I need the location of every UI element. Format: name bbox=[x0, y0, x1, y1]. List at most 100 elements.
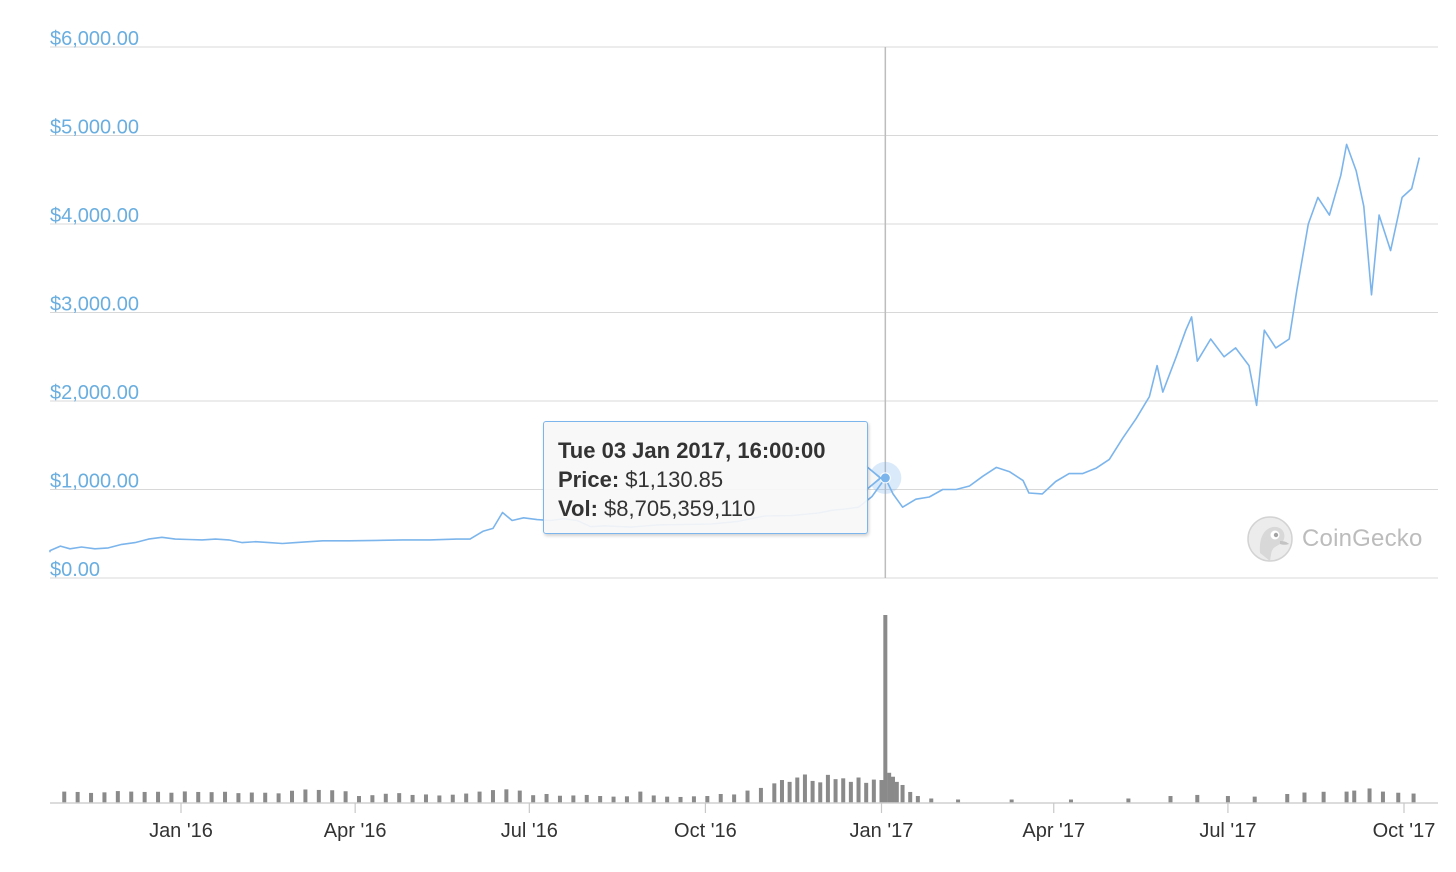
chart-tooltip: Tue 03 Jan 2017, 16:00:00 Price: $1,130.… bbox=[543, 421, 868, 534]
volume-bar bbox=[477, 791, 482, 803]
volume-bar bbox=[89, 792, 94, 803]
volume-bar bbox=[1285, 793, 1290, 803]
volume-bar bbox=[290, 790, 295, 803]
volume-bar bbox=[795, 777, 800, 803]
volume-bar bbox=[557, 795, 562, 803]
volume-bar bbox=[142, 791, 147, 803]
volume-bar bbox=[276, 793, 281, 803]
volume-bar bbox=[651, 795, 656, 803]
volume-bar bbox=[887, 772, 892, 803]
y-tick-label: $0.00 bbox=[50, 559, 100, 581]
price-axis-labels: $0.00 $1,000.00 $2,000.00 $3,000.00 $4,000.0… bbox=[50, 28, 139, 581]
volume-bar bbox=[833, 779, 838, 803]
volume-bar bbox=[1321, 791, 1326, 803]
volume-bar bbox=[691, 796, 696, 803]
volume-bar bbox=[1411, 793, 1416, 803]
x-tick-label: Jan '17 bbox=[850, 820, 914, 842]
volume-bar bbox=[915, 796, 920, 803]
x-tick-label: Oct '17 bbox=[1373, 820, 1436, 842]
volume-bar bbox=[779, 780, 784, 803]
tooltip-volume-row: Vol: $8,705,359,110 bbox=[558, 494, 853, 523]
volume-bar bbox=[883, 615, 888, 803]
tooltip-caret-fill bbox=[866, 467, 879, 489]
volume-bar bbox=[732, 794, 737, 803]
volume-bar bbox=[598, 796, 603, 803]
volume-bar bbox=[169, 792, 174, 803]
volume-bar bbox=[490, 790, 495, 803]
volume-bar bbox=[638, 791, 643, 803]
volume-bar bbox=[102, 792, 107, 803]
volume-bar bbox=[410, 794, 415, 803]
volume-bar bbox=[1367, 788, 1372, 803]
volume-bar bbox=[1252, 796, 1257, 803]
x-tick-label: Jul '16 bbox=[501, 820, 558, 842]
volume-bar bbox=[1396, 792, 1401, 803]
x-tick-label: Apr '16 bbox=[324, 820, 387, 842]
volume-bar bbox=[879, 780, 884, 803]
volume-bar bbox=[900, 784, 905, 803]
coingecko-watermark: CoinGecko bbox=[1246, 514, 1423, 564]
volume-bar bbox=[517, 790, 522, 803]
x-tick-label: Jul '17 bbox=[1199, 820, 1256, 842]
volume-bar bbox=[864, 782, 869, 803]
x-tick-label: Jan '16 bbox=[149, 820, 213, 842]
volume-bar bbox=[1380, 791, 1385, 803]
tooltip-date: Tue 03 Jan 2017, 16:00:00 bbox=[558, 438, 826, 463]
volume-bar bbox=[196, 791, 201, 803]
x-tick-label: Oct '16 bbox=[674, 820, 737, 842]
volume-bar bbox=[571, 795, 576, 803]
volume-bar bbox=[383, 793, 388, 803]
volume-bar bbox=[249, 792, 254, 803]
volume-bar bbox=[330, 790, 335, 803]
volume-bar bbox=[611, 796, 616, 803]
volume-bar bbox=[209, 792, 214, 803]
tooltip-price-label: Price: bbox=[558, 467, 620, 492]
volume-bar bbox=[848, 781, 853, 803]
volume-bar bbox=[818, 782, 823, 803]
watermark-text: CoinGecko bbox=[1302, 525, 1423, 552]
tooltip-volume-label: Vol: bbox=[558, 496, 598, 521]
volume-bar bbox=[1009, 799, 1014, 803]
volume-bar bbox=[343, 791, 348, 803]
volume-bar bbox=[370, 795, 375, 803]
volume-bar bbox=[890, 776, 895, 803]
volume-bar bbox=[787, 781, 792, 803]
volume-bar bbox=[1302, 792, 1307, 803]
volume-bar bbox=[894, 781, 899, 803]
volume-bar bbox=[856, 777, 861, 803]
volume-bar bbox=[908, 791, 913, 803]
tooltip-price-row: Price: $1,130.85 bbox=[558, 465, 853, 494]
y-tick-label: $1,000.00 bbox=[50, 471, 139, 493]
volume-bar bbox=[665, 796, 670, 803]
volume-bar bbox=[62, 791, 67, 803]
volume-bar bbox=[718, 793, 723, 803]
volume-bar bbox=[129, 791, 134, 803]
tooltip-price-value: $1,130.85 bbox=[625, 467, 724, 492]
volume-bar bbox=[810, 780, 815, 803]
gecko-logo-icon bbox=[1247, 516, 1293, 562]
volume-bar bbox=[745, 790, 750, 803]
volume-bar bbox=[450, 794, 455, 803]
volume-bar bbox=[316, 789, 321, 803]
volume-bar bbox=[705, 796, 710, 803]
y-tick-label: $4,000.00 bbox=[50, 205, 139, 227]
volume-bar bbox=[678, 796, 683, 803]
volume-bar bbox=[437, 795, 442, 803]
price-grid bbox=[50, 46, 1438, 579]
volume-bar bbox=[75, 791, 80, 803]
volume-bar bbox=[1126, 798, 1131, 803]
y-tick-label: $2,000.00 bbox=[50, 382, 139, 404]
volume-bar bbox=[802, 774, 807, 803]
price-line[interactable] bbox=[49, 143, 1421, 553]
volume-bar bbox=[841, 778, 846, 803]
y-tick-label: $3,000.00 bbox=[50, 294, 139, 316]
y-tick-label: $5,000.00 bbox=[50, 117, 139, 139]
volume-bar bbox=[223, 791, 228, 803]
volume-bar bbox=[236, 793, 241, 803]
volume-bar bbox=[504, 789, 509, 803]
volume-bar bbox=[115, 791, 120, 803]
volume-bar bbox=[544, 793, 549, 803]
volume-bar bbox=[929, 798, 934, 803]
volume-bar bbox=[956, 799, 961, 803]
volume-bar bbox=[772, 783, 777, 803]
